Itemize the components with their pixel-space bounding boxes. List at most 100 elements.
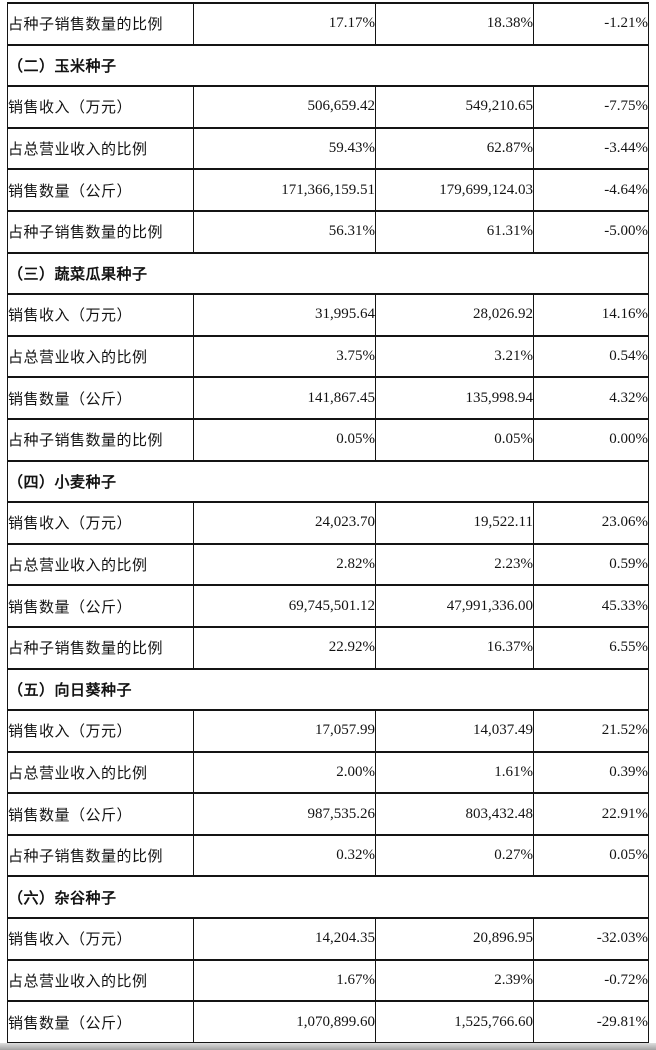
table-row: 占总营业收入的比例 59.43% 62.87% -3.44% bbox=[7, 126, 649, 171]
current-value-cell: 59.43% bbox=[193, 126, 376, 171]
table-row: 占种子销售数量的比例 0.05% 0.05% 0.00% bbox=[7, 417, 649, 462]
change-value-cell: 0.54% bbox=[533, 334, 649, 379]
row-label-cell: 销售收入（万元） bbox=[7, 501, 194, 545]
row-label-cell: 销售收入（万元） bbox=[7, 917, 194, 961]
table-row: 占种子销售数量的比例 17.17% 18.38% -1.21% bbox=[7, 2, 649, 46]
row-label-cell: 销售收入（万元） bbox=[7, 85, 194, 129]
current-value-cell: 0.05% bbox=[193, 417, 376, 462]
section-header-row: （五）向日葵种子 bbox=[7, 667, 649, 712]
row-label-cell: 占总营业收入的比例 bbox=[7, 542, 194, 587]
change-value-cell: -3.44% bbox=[533, 126, 649, 171]
prior-value-cell: 803,432.48 bbox=[375, 792, 534, 836]
row-label-cell: 占种子销售数量的比例 bbox=[7, 833, 194, 878]
table-row: 销售数量（公斤） 987,535.26 803,432.48 22.91% bbox=[7, 792, 649, 836]
table-row: 占总营业收入的比例 3.75% 3.21% 0.54% bbox=[7, 334, 649, 379]
change-value-cell: -4.64% bbox=[533, 168, 649, 212]
change-value-cell: -0.72% bbox=[533, 958, 649, 1003]
financial-table: 占种子销售数量的比例 17.17% 18.38% -1.21% （二）玉米种子 … bbox=[7, 2, 649, 1044]
row-label-cell: 占总营业收入的比例 bbox=[7, 750, 194, 795]
row-label-cell: 销售数量（公斤） bbox=[7, 584, 194, 628]
change-value-cell: 4.32% bbox=[533, 376, 649, 420]
row-label-cell: 占种子销售数量的比例 bbox=[7, 417, 194, 462]
section-header-row: （六）杂谷种子 bbox=[7, 875, 649, 920]
row-label-cell: 占种子销售数量的比例 bbox=[7, 2, 194, 46]
prior-value-cell: 0.27% bbox=[375, 833, 534, 878]
row-label-cell: 销售数量（公斤） bbox=[7, 792, 194, 836]
prior-value-cell: 2.23% bbox=[375, 542, 534, 587]
table-row: 占种子销售数量的比例 0.32% 0.27% 0.05% bbox=[7, 833, 649, 878]
table-row: 占总营业收入的比例 1.67% 2.39% -0.72% bbox=[7, 958, 649, 1003]
change-value-cell: -7.75% bbox=[533, 85, 649, 129]
prior-value-cell: 62.87% bbox=[375, 126, 534, 171]
prior-value-cell: 3.21% bbox=[375, 334, 534, 379]
prior-value-cell: 179,699,124.03 bbox=[375, 168, 534, 212]
current-value-cell: 56.31% bbox=[193, 209, 376, 254]
row-label-cell: 占总营业收入的比例 bbox=[7, 958, 194, 1003]
row-label-cell: 销售数量（公斤） bbox=[7, 1000, 194, 1044]
row-label-cell: 销售数量（公斤） bbox=[7, 376, 194, 420]
prior-value-cell: 2.39% bbox=[375, 958, 534, 1003]
section-title-cell: （四）小麦种子 bbox=[7, 459, 649, 504]
row-label-cell: 占种子销售数量的比例 bbox=[7, 625, 194, 670]
table-row: 销售收入（万元） 506,659.42 549,210.65 -7.75% bbox=[7, 85, 649, 129]
change-value-cell: -29.81% bbox=[533, 1000, 649, 1044]
current-value-cell: 31,995.64 bbox=[193, 293, 376, 337]
prior-value-cell: 14,037.49 bbox=[375, 709, 534, 753]
row-label-cell: 销售收入（万元） bbox=[7, 709, 194, 753]
row-label-cell: 占种子销售数量的比例 bbox=[7, 209, 194, 254]
current-value-cell: 14,204.35 bbox=[193, 917, 376, 961]
row-label-cell: 占总营业收入的比例 bbox=[7, 126, 194, 171]
prior-value-cell: 16.37% bbox=[375, 625, 534, 670]
row-label-cell: 销售数量（公斤） bbox=[7, 168, 194, 212]
change-value-cell: 23.06% bbox=[533, 501, 649, 545]
row-label-cell: 销售收入（万元） bbox=[7, 293, 194, 337]
table-row: 占种子销售数量的比例 56.31% 61.31% -5.00% bbox=[7, 209, 649, 254]
section-header-row: （四）小麦种子 bbox=[7, 459, 649, 504]
section-header-row: （二）玉米种子 bbox=[7, 43, 649, 88]
prior-value-cell: 18.38% bbox=[375, 2, 534, 46]
current-value-cell: 506,659.42 bbox=[193, 85, 376, 129]
current-value-cell: 1,070,899.60 bbox=[193, 1000, 376, 1044]
table-row: 销售数量（公斤） 141,867.45 135,998.94 4.32% bbox=[7, 376, 649, 420]
table-row: 销售收入（万元） 14,204.35 20,896.95 -32.03% bbox=[7, 917, 649, 961]
table-row: 占总营业收入的比例 2.82% 2.23% 0.59% bbox=[7, 542, 649, 587]
change-value-cell: 0.00% bbox=[533, 417, 649, 462]
change-value-cell: 0.59% bbox=[533, 542, 649, 587]
current-value-cell: 2.00% bbox=[193, 750, 376, 795]
change-value-cell: -1.21% bbox=[533, 2, 649, 46]
current-value-cell: 22.92% bbox=[193, 625, 376, 670]
change-value-cell: 14.16% bbox=[533, 293, 649, 337]
prior-value-cell: 19,522.11 bbox=[375, 501, 534, 545]
prior-value-cell: 20,896.95 bbox=[375, 917, 534, 961]
row-label-cell: 占总营业收入的比例 bbox=[7, 334, 194, 379]
prior-value-cell: 0.05% bbox=[375, 417, 534, 462]
current-value-cell: 17.17% bbox=[193, 2, 376, 46]
section-title-cell: （五）向日葵种子 bbox=[7, 667, 649, 712]
change-value-cell: 6.55% bbox=[533, 625, 649, 670]
current-value-cell: 1.67% bbox=[193, 958, 376, 1003]
prior-value-cell: 1,525,766.60 bbox=[375, 1000, 534, 1044]
page-edge-shadow bbox=[0, 1043, 656, 1050]
current-value-cell: 2.82% bbox=[193, 542, 376, 587]
change-value-cell: 21.52% bbox=[533, 709, 649, 753]
prior-value-cell: 28,026.92 bbox=[375, 293, 534, 337]
current-value-cell: 24,023.70 bbox=[193, 501, 376, 545]
change-value-cell: 0.05% bbox=[533, 833, 649, 878]
current-value-cell: 141,867.45 bbox=[193, 376, 376, 420]
table-row: 占种子销售数量的比例 22.92% 16.37% 6.55% bbox=[7, 625, 649, 670]
change-value-cell: -32.03% bbox=[533, 917, 649, 961]
current-value-cell: 987,535.26 bbox=[193, 792, 376, 836]
change-value-cell: 45.33% bbox=[533, 584, 649, 628]
table-row: 占总营业收入的比例 2.00% 1.61% 0.39% bbox=[7, 750, 649, 795]
section-title-cell: （三）蔬菜瓜果种子 bbox=[7, 251, 649, 296]
table-row: 销售数量（公斤） 69,745,501.12 47,991,336.00 45.… bbox=[7, 584, 649, 628]
change-value-cell: 22.91% bbox=[533, 792, 649, 836]
prior-value-cell: 135,998.94 bbox=[375, 376, 534, 420]
current-value-cell: 171,366,159.51 bbox=[193, 168, 376, 212]
prior-value-cell: 1.61% bbox=[375, 750, 534, 795]
current-value-cell: 69,745,501.12 bbox=[193, 584, 376, 628]
table-row: 销售数量（公斤） 171,366,159.51 179,699,124.03 -… bbox=[7, 168, 649, 212]
current-value-cell: 0.32% bbox=[193, 833, 376, 878]
table-row: 销售收入（万元） 17,057.99 14,037.49 21.52% bbox=[7, 709, 649, 753]
